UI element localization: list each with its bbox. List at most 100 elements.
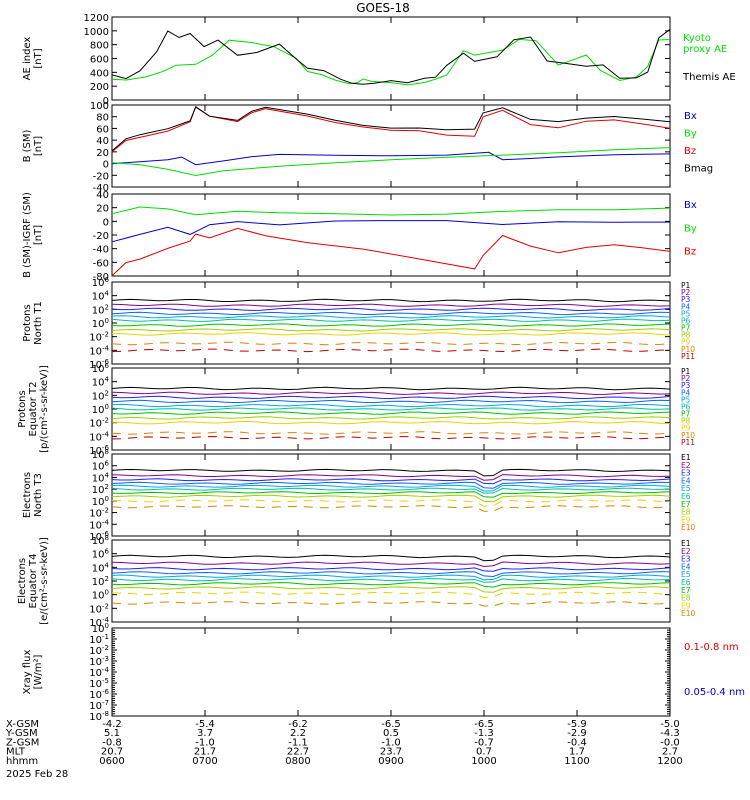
ephemeris-value: -6.5: [474, 719, 494, 730]
channel-line-p5: [111, 403, 671, 408]
channel-label: P6: [681, 402, 691, 411]
y-axis-label: ElectronsEquator T4[e/(cm²-s-sr-keV)]: [17, 537, 50, 625]
channel-label: P8: [681, 417, 691, 426]
ephemeris-value: -1.0: [381, 737, 401, 748]
ephemeris-value: 1100: [564, 756, 589, 767]
y-tick-label: -40: [93, 245, 109, 256]
series-line-bx: [111, 220, 671, 243]
y-tick-label: 10-4: [89, 344, 109, 357]
legend-label: Bmag: [684, 164, 713, 175]
ephemeris-value: -0.4: [567, 737, 587, 748]
y-axis-label: ProtonsEquator T2[p/(cm²-s-sr-keV)]: [17, 365, 50, 453]
series-line-themis-ae: [111, 28, 671, 85]
channel-label: E2: [681, 547, 691, 556]
y-tick-label: 10-1: [89, 633, 109, 646]
y-tick-label: 10-8: [89, 710, 109, 723]
channel-line-p8: [111, 328, 671, 332]
channel-label: E1: [681, 539, 691, 548]
channel-label: E1: [681, 453, 691, 462]
ephemeris-value: 1000: [471, 756, 496, 767]
channel-line-p11: [111, 348, 671, 353]
channel-label: P1: [681, 281, 691, 290]
ephemeris-value: -2.9: [567, 728, 587, 739]
ephemeris-value: 0800: [285, 756, 310, 767]
y-tick-label: 100: [92, 495, 109, 508]
legend-label: Bx: [684, 111, 697, 122]
channel-label: E7: [681, 500, 691, 509]
series-line-by: [111, 206, 671, 216]
ephemeris-value: 0900: [378, 756, 403, 767]
panel-bsmigrf: 40 20 0 -20 -40 -60 -80 B (SM)-IGRF (SM)[nT] Bx B…: [22, 190, 697, 283]
channel-line-p7: [111, 411, 671, 415]
y-tick-label: 1200: [84, 13, 109, 24]
ephemeris-value: 1200: [657, 756, 682, 767]
channel-line-e8: [111, 494, 671, 503]
y-tick-label: -80: [93, 272, 109, 283]
y-tick-label: 10-6: [89, 444, 109, 457]
y-axis-label: ElectronsNorth T3: [22, 472, 44, 518]
channel-label: E3: [681, 469, 691, 478]
channel-line-p1: [111, 386, 671, 391]
channel-label: P5: [681, 309, 691, 318]
y-tick-label: 102: [92, 483, 109, 496]
channel-label: P4: [681, 302, 691, 311]
y-tick-label: 106: [92, 548, 110, 561]
channel-label: P2: [681, 288, 691, 297]
channel-line-p6: [111, 318, 671, 322]
channel-label: E9: [681, 601, 691, 610]
series-line-bmag: [111, 106, 671, 152]
channel-label: E3: [681, 555, 691, 564]
y-tick-label: 10-2: [89, 417, 109, 430]
panel-frame: [111, 16, 671, 101]
channel-label: P11: [681, 352, 695, 361]
y-tick-label: 104: [92, 376, 110, 389]
channel-line-p2: [111, 303, 671, 307]
legend-label: Bz: [684, 247, 696, 258]
y-tick-label: 106: [92, 460, 110, 473]
legend-label: Bz: [684, 146, 696, 157]
channel-line-e8: [111, 586, 671, 593]
y-tick-label: 80: [96, 113, 109, 124]
channel-line-p4: [111, 399, 671, 404]
ephemeris-table: X-GSM -4.2 -5.4 -6.2 -6.5 -6.5 -5.9 -5.0 Y-GSM 5.…: [5, 719, 683, 780]
channel-line-p3: [111, 307, 671, 312]
ephemeris-row-label: hhmm: [6, 756, 38, 767]
y-tick-label: 10-4: [89, 616, 109, 629]
y-tick-label: 10-2: [89, 644, 109, 657]
ephemeris-value: 20.7: [101, 747, 123, 758]
legend-label: Themis AE: [682, 72, 736, 83]
series-line-bz: [111, 106, 671, 153]
y-tick-label: 104: [92, 471, 110, 484]
ephemeris-value: -5.0: [660, 719, 680, 730]
channel-line-p5: [111, 315, 671, 319]
ephemeris-row-label: MLT: [6, 747, 26, 758]
y-tick-label: 108: [92, 534, 109, 547]
ephemeris-row-label: X-GSM: [6, 719, 39, 730]
ephemeris-value: -5.9: [567, 719, 587, 730]
y-tick-label: -40: [93, 183, 109, 194]
y-axis-label: AE index[nT]: [22, 37, 44, 81]
channel-line-p7: [111, 323, 671, 327]
channel-label: P7: [681, 324, 691, 333]
y-tick-label: 106: [92, 362, 110, 375]
channel-line-e3: [111, 567, 671, 572]
channel-line-e5: [111, 574, 671, 581]
channel-line-p9: [112, 332, 671, 336]
ephemeris-value: -6.2: [288, 719, 308, 730]
channel-label: E5: [681, 484, 691, 493]
y-tick-label: 100: [92, 622, 109, 635]
y-tick-label: 10-5: [89, 677, 109, 690]
channel-label: E4: [681, 476, 691, 485]
channel-line-p3: [111, 395, 671, 400]
channel-label: P2: [681, 374, 691, 383]
channel-label: P8: [681, 331, 691, 340]
channel-line-e3: [111, 478, 671, 485]
ephemeris-value: 22.7: [287, 747, 309, 758]
y-tick-label: -60: [93, 258, 109, 269]
y-tick-label: 104: [92, 561, 110, 574]
y-tick-label: 102: [92, 389, 109, 402]
legend-label: Bx: [684, 200, 697, 211]
